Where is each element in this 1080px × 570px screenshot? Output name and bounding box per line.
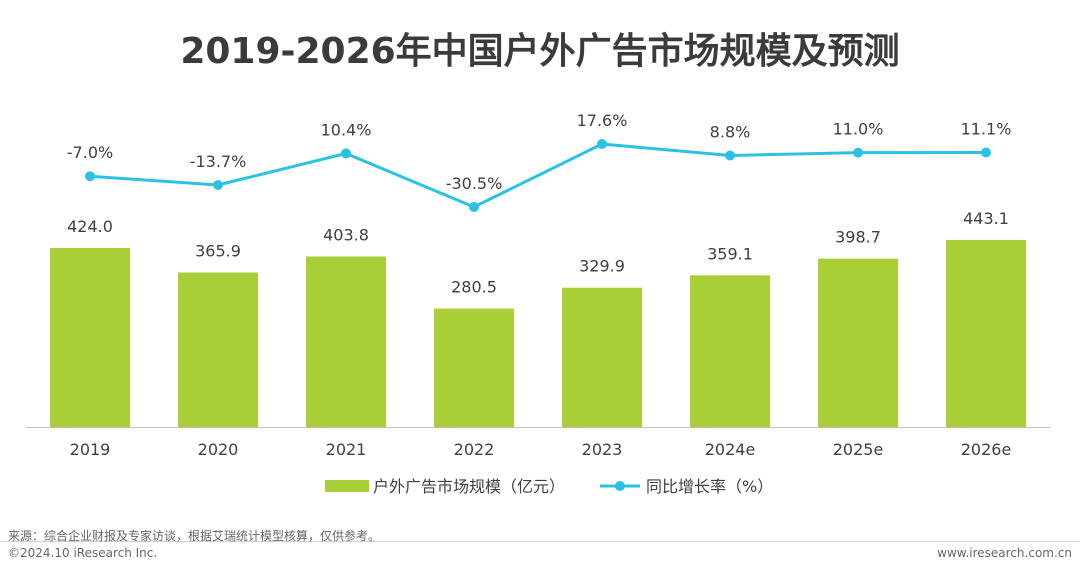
growth-label-2021: 10.4% bbox=[321, 120, 372, 139]
line-layer: -7.0% -13.7% 10.4% -30.5% 17.6% 8.8% 11.0% 11.1… bbox=[67, 111, 1012, 212]
bar-value-label-2023: 329.9 bbox=[579, 257, 625, 276]
bar-value-label-2019: 424.0 bbox=[67, 217, 113, 236]
growth-label-2019: -7.0% bbox=[67, 143, 113, 162]
growth-label-2024e: 8.8% bbox=[710, 123, 751, 142]
growth-point-2024e bbox=[725, 150, 735, 161]
x-tick-label-2020: 2020 bbox=[198, 440, 239, 459]
bar-value-label-2024e: 359.1 bbox=[707, 244, 753, 263]
growth-label-2025e: 11.0% bbox=[833, 120, 884, 139]
bars-layer: 424.0 365.9 403.8 280.5 329.9 359.1 398.7 443.1 bbox=[50, 209, 1026, 427]
bar-value-label-2020: 365.9 bbox=[195, 242, 241, 261]
growth-point-2026e bbox=[981, 147, 991, 158]
bar-2021 bbox=[306, 256, 386, 427]
legend-bar-swatch bbox=[325, 480, 369, 492]
growth-point-2025e bbox=[853, 147, 863, 158]
growth-point-2020 bbox=[213, 179, 223, 190]
source-note: 来源：综合企业财报及专家访谈，根据艾瑞统计模型核算，仅供参考。 bbox=[8, 529, 381, 543]
x-tick-label-2022: 2022 bbox=[454, 440, 495, 459]
x-tick-label-2019: 2019 bbox=[70, 440, 111, 459]
growth-point-2021 bbox=[341, 148, 351, 159]
chart-title: 2019-2026年中国户外广告市场规模及预测 bbox=[180, 31, 900, 72]
legend-line-marker bbox=[615, 481, 625, 491]
legend-line-label: 同比增长率（%） bbox=[646, 477, 773, 496]
website-link[interactable]: www.iresearch.com.cn bbox=[937, 546, 1072, 560]
x-tick-label-2023: 2023 bbox=[582, 440, 623, 459]
bar-2023 bbox=[562, 287, 642, 427]
bar-2026e bbox=[946, 239, 1026, 427]
growth-label-2020: -13.7% bbox=[190, 152, 247, 171]
bar-2024e bbox=[690, 275, 770, 427]
x-tick-label-2021: 2021 bbox=[326, 440, 367, 459]
footer-divider bbox=[0, 541, 1080, 542]
growth-point-2019 bbox=[85, 171, 95, 182]
growth-point-2022 bbox=[469, 202, 479, 212]
bar-2019 bbox=[50, 247, 130, 427]
legend-layer: 户外广告市场规模（亿元） 同比增长率（%） bbox=[325, 477, 773, 496]
bar-value-label-2022: 280.5 bbox=[451, 278, 497, 297]
bar-2022 bbox=[434, 308, 514, 427]
bar-value-label-2026e: 443.1 bbox=[963, 209, 1009, 228]
bar-2020 bbox=[178, 272, 258, 427]
x-tick-label-2025e: 2025e bbox=[833, 440, 884, 459]
growth-label-2026e: 11.1% bbox=[961, 120, 1012, 139]
growth-label-2023: 17.6% bbox=[577, 111, 628, 130]
x-tick-label-2026e: 2026e bbox=[961, 440, 1012, 459]
x-tick-label-2024e: 2024e bbox=[705, 440, 756, 459]
bar-2025e bbox=[818, 258, 898, 427]
bar-value-label-2025e: 398.7 bbox=[835, 228, 881, 247]
growth-label-2022: -30.5% bbox=[446, 174, 503, 193]
copyright-note: ©2024.10 iResearch Inc. bbox=[8, 546, 158, 560]
growth-point-2023 bbox=[597, 139, 607, 149]
growth-rate-line bbox=[89, 142, 987, 209]
bar-value-label-2021: 403.8 bbox=[323, 226, 369, 245]
axis-layer: 2019 2020 2021 2022 2023 2024e 2025e 2026e bbox=[26, 427, 1050, 459]
legend-bar-label: 户外广告市场规模（亿元） bbox=[373, 477, 565, 496]
